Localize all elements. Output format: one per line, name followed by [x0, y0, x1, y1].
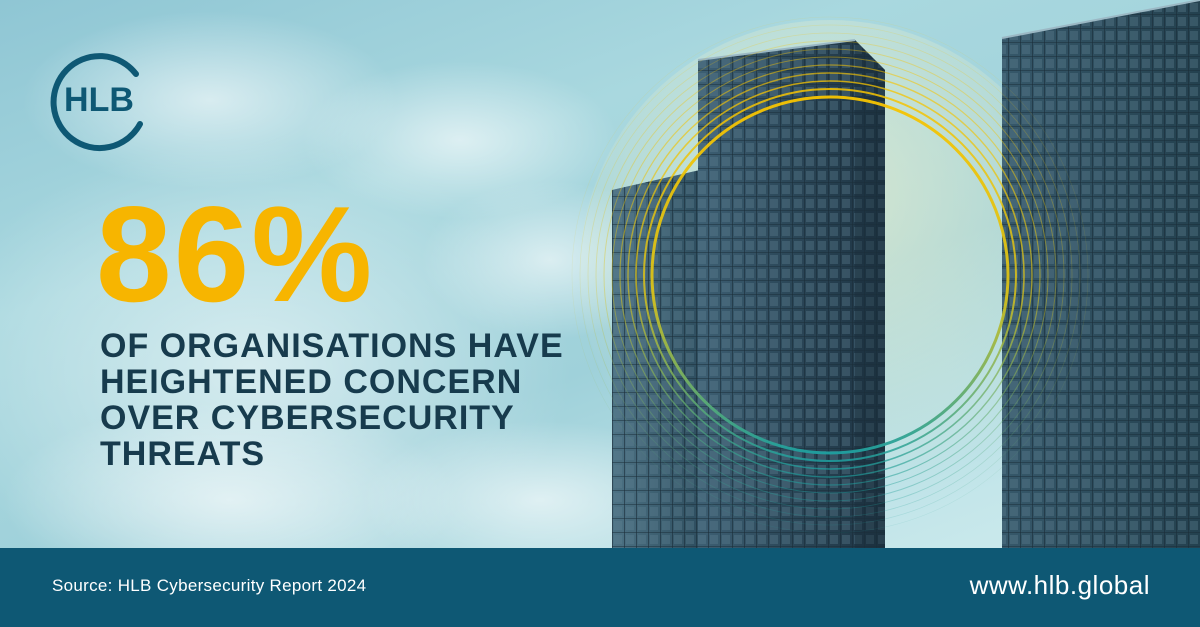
stat-value: 86%: [96, 178, 375, 330]
website-link[interactable]: www.hlb.global: [969, 570, 1150, 600]
concentric-rings: [571, 16, 1089, 534]
hlb-logo: HLB: [50, 53, 143, 152]
headline-line: OF ORGANISATIONS HAVE: [100, 327, 564, 365]
footer-bar: Source: HLB Cybersecurity Report 2024 ww…: [0, 548, 1200, 627]
skyscraper-illustration: [571, 0, 1200, 548]
headline: OF ORGANISATIONS HAVE HEIGHTENED CONCERN…: [100, 328, 580, 472]
headline-line: HEIGHTENED CONCERN: [100, 363, 523, 401]
logo-text: HLB: [64, 81, 134, 119]
headline-line: OVER CYBERSECURITY: [100, 399, 515, 437]
tower-right: [1001, 0, 1200, 548]
tower-center: [697, 39, 885, 548]
source-text: Source: HLB Cybersecurity Report 2024: [52, 576, 367, 595]
headline-line: THREATS: [100, 435, 266, 473]
